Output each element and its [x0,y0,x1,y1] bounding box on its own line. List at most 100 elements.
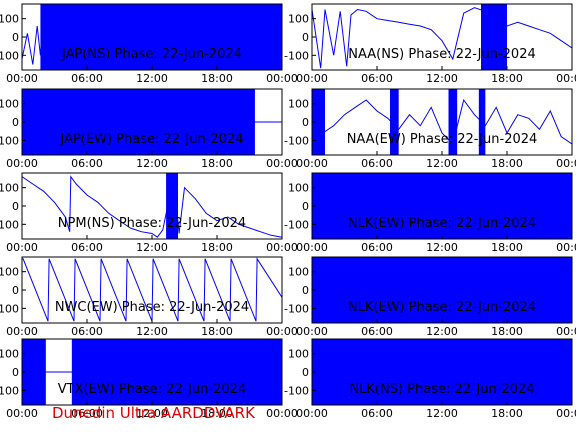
y-tick-label: 0 [302,200,309,213]
panel-title: NLK(EW) Phase: 22-Jun-2024 [348,300,536,315]
y-tick-label: 0 [12,284,19,297]
x-tick-label: 00:00 [296,72,328,85]
panel-6: 100 0 -100 00:00 06:00 12:00 18:00 00:00 NLK(EW)… [284,172,576,254]
y-tick-label: -100 [284,384,309,397]
y-tick-label: 100 [288,266,309,279]
y-tick-label: 0 [302,366,309,379]
x-tick-label: 00:00 [266,407,298,420]
y-tick-label: 100 [0,13,19,26]
x-tick-label: 00:00 [6,241,38,254]
y-tick-label: -100 [0,302,19,315]
y-tick-label: 0 [12,366,19,379]
x-tick-label: 12:00 [136,241,168,254]
y-tick-label: 0 [12,31,19,44]
y-tick-label: 100 [288,13,309,26]
y-tick-label: 0 [12,116,19,129]
x-tick-label: 18:00 [491,72,523,85]
phase-series-line [312,7,572,69]
panel-4: 100 0 -100 00:00 06:00 12:00 18:00 00:00 NAA(EW)… [284,88,576,170]
x-tick-label: 00:00 [556,157,576,170]
phase-band-1 [166,173,178,239]
x-tick-label: 12:00 [136,72,168,85]
x-tick-label: 12:00 [426,72,458,85]
y-tick-label: 100 [288,348,309,361]
phase-band-1 [40,4,282,70]
plot-area [22,4,282,70]
plot-area [312,257,572,323]
panel-title: JAP(EW) Phase: 22-Jun-2024 [59,132,243,147]
x-tick-label: 12:00 [426,241,458,254]
x-tick-label: 18:00 [491,407,523,420]
y-tick-label: 100 [0,266,19,279]
y-tick-label: -100 [284,218,309,231]
y-tick-label: 100 [288,182,309,195]
x-tick-label: 00:00 [556,72,576,85]
x-tick-label: 18:00 [201,72,233,85]
x-tick-label: 06:00 [71,325,103,338]
x-tick-label: 06:00 [71,407,103,420]
x-tick-label: 12:00 [426,407,458,420]
phase-series-line [22,9,282,65]
panel-9: 100 0 -100 00:00 06:00 12:00 18:00 00:00 VTX(EW)… [0,338,298,420]
panel-title: NAA(NS) Phase: 22-Jun-2024 [348,47,536,62]
x-tick-label: 00:00 [6,157,38,170]
x-tick-label: 00:00 [266,72,298,85]
y-tick-label: 100 [0,182,19,195]
plot-area [312,4,572,70]
panel-title: NPM(NS) Phase: 22-Jun-2024 [58,216,246,231]
y-tick-label: -100 [0,218,19,231]
y-tick-label: 100 [288,98,309,111]
plot-area [312,339,572,405]
x-tick-label: 18:00 [201,241,233,254]
x-tick-label: 18:00 [491,325,523,338]
x-tick-label: 00:00 [6,325,38,338]
panel-title: NAA(EW) Phase: 22-Jun-2024 [347,132,538,147]
x-tick-label: 00:00 [266,325,298,338]
phase-band-3 [448,89,458,155]
plot-area [22,173,282,239]
panel-3: 100 0 -100 00:00 06:00 12:00 18:00 00:00 JAP(EW)… [0,88,298,170]
x-tick-label: 00:00 [6,407,38,420]
x-tick-label: 00:00 [266,157,298,170]
x-tick-label: 00:00 [556,325,576,338]
x-tick-label: 06:00 [361,241,393,254]
x-tick-label: 18:00 [201,407,233,420]
x-tick-label: 06:00 [361,407,393,420]
x-tick-label: 12:00 [136,157,168,170]
x-tick-label: 18:00 [491,241,523,254]
x-tick-label: 00:00 [6,72,38,85]
plot-area [312,89,572,155]
x-tick-label: 00:00 [296,407,328,420]
x-tick-label: 06:00 [71,157,103,170]
plot-area [22,339,282,405]
panel-title: NWC(EW) Phase: 22-Jun-2024 [55,300,249,315]
y-tick-label: -100 [0,384,19,397]
panel-8: 100 0 -100 00:00 06:00 12:00 18:00 00:00 NLK(EW)… [284,256,576,338]
panel-title: NLK(NS) Phase: 22-Jun-2024 [349,382,534,397]
y-tick-label: 100 [0,348,19,361]
x-tick-label: 18:00 [201,157,233,170]
y-tick-label: 0 [302,31,309,44]
x-tick-label: 12:00 [426,157,458,170]
y-tick-label: -100 [284,302,309,315]
x-tick-label: 12:00 [136,407,168,420]
x-tick-label: 00:00 [296,241,328,254]
x-tick-label: 06:00 [361,157,393,170]
panel-2: 100 0 -100 00:00 06:00 12:00 18:00 00:00 NAA(NS)… [284,3,576,85]
x-tick-label: 00:00 [296,157,328,170]
phase-series-line [22,175,282,238]
x-tick-label: 06:00 [71,72,103,85]
phase-band-1 [481,4,507,70]
panel-1: 100 0 -100 00:00 06:00 12:00 18:00 00:00 JAP(NS)… [0,3,298,85]
panel-10: 100 0 -100 00:00 06:00 12:00 18:00 00:00 NLK(NS)… [284,338,576,420]
phase-band-2 [390,89,399,155]
y-tick-label: -100 [284,49,309,62]
y-tick-label: -100 [284,134,309,147]
x-tick-label: 06:00 [71,241,103,254]
x-tick-label: 00:00 [556,407,576,420]
x-tick-label: 00:00 [556,241,576,254]
x-tick-label: 12:00 [426,325,458,338]
x-tick-label: 18:00 [491,157,523,170]
y-tick-label: 0 [12,200,19,213]
